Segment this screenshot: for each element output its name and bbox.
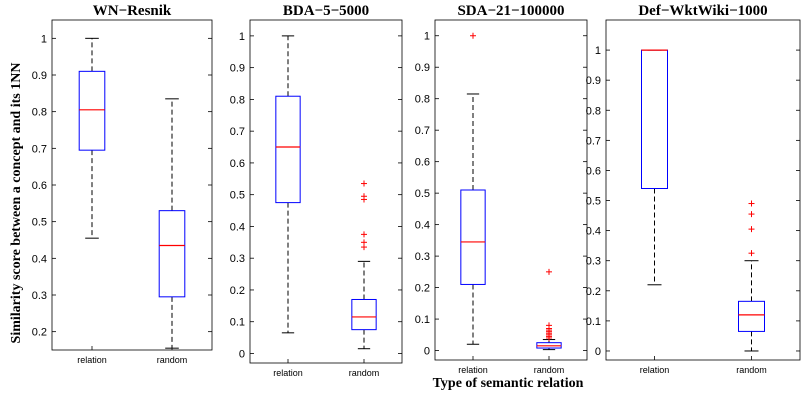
subplot-4: Def−WktWiki−1000 0 0.1 0.2 0.3 0.4 0.5 0.6 0.7 0.… xyxy=(586,3,801,375)
y-tick-label: 0.1 xyxy=(586,316,601,328)
outlier xyxy=(546,322,552,329)
y-tick-label: 1 xyxy=(41,33,47,45)
outlier xyxy=(361,239,367,246)
y-tick-label: 0 xyxy=(595,346,601,358)
box xyxy=(158,210,186,298)
subplot-panels: WN−Resnik 0.2 0.3 0.4 0.5 0.6 0.7 0.8 0.9 1 relati… xyxy=(32,3,801,378)
box xyxy=(641,49,668,189)
y-tick-label: 0.2 xyxy=(230,285,245,297)
y-tick-label: 0 xyxy=(239,348,245,360)
y-tick-label: 0.2 xyxy=(586,286,601,298)
axes-frame xyxy=(249,19,403,364)
x-tick-label: random xyxy=(157,355,188,365)
box xyxy=(460,189,486,285)
outlier xyxy=(546,268,552,275)
axes-frame xyxy=(434,19,588,361)
x-tick-label: random xyxy=(736,365,767,375)
x-tick-label: relation xyxy=(458,365,488,375)
y-tick-label: 0.6 xyxy=(32,180,47,192)
outlier xyxy=(361,193,367,200)
y-tick-label: 0.6 xyxy=(415,157,430,169)
outlier xyxy=(748,250,755,257)
box xyxy=(351,298,377,331)
y-tick-label: 0.8 xyxy=(230,94,245,106)
y-tick-label: 0.3 xyxy=(586,256,601,268)
subplot-title: Def−WktWiki−1000 xyxy=(638,3,767,19)
y-tick-label: 0.6 xyxy=(230,158,245,170)
x-tick-label: relation xyxy=(273,368,303,378)
y-tick-label: 0.9 xyxy=(586,75,601,87)
subplot-title: WN−Resnik xyxy=(93,3,172,19)
y-tick-label: 0.4 xyxy=(32,253,47,265)
outlier xyxy=(748,200,755,207)
box xyxy=(78,70,106,151)
x-tick-label: relation xyxy=(640,365,670,375)
x-axis-label: Type of semantic relation xyxy=(433,376,584,391)
subplot-1: WN−Resnik 0.2 0.3 0.4 0.5 0.6 0.7 0.8 0.9 1 relati… xyxy=(32,3,213,365)
y-tick-label: 0.3 xyxy=(415,251,430,263)
y-tick-label: 0.9 xyxy=(230,63,245,75)
x-tick-label: random xyxy=(349,368,380,378)
y-tick-label: 0 xyxy=(424,346,430,358)
y-tick-label: 1 xyxy=(424,31,430,43)
outlier xyxy=(361,180,367,187)
subplot-2: BDA−5−5000 0 0.1 0.2 0.3 0.4 0.5 0.6 0.7 0.8 0.9 1 r… xyxy=(230,3,403,378)
y-tick-label: 0.5 xyxy=(32,217,47,229)
y-tick-label: 0.3 xyxy=(230,253,245,265)
y-tick-label: 0.4 xyxy=(586,226,601,238)
x-tick-label: random xyxy=(534,365,565,375)
outlier xyxy=(361,231,367,238)
axes-frame xyxy=(605,19,801,361)
y-tick-label: 0.1 xyxy=(415,314,430,326)
y-tick-label: 0.8 xyxy=(586,105,601,117)
y-tick-label: 0.8 xyxy=(32,107,47,119)
axes-frame xyxy=(51,19,213,351)
y-axis-label: Similarity score between a concept and i… xyxy=(9,63,24,344)
x-tick-label: relation xyxy=(77,355,107,365)
y-tick-label: 0.9 xyxy=(415,62,430,74)
y-tick-label: 0.9 xyxy=(32,70,47,82)
subplot-title: SDA−21−100000 xyxy=(457,3,564,19)
box xyxy=(275,95,301,204)
y-tick-label: 1 xyxy=(239,31,245,43)
y-tick-label: 0.5 xyxy=(415,188,430,200)
outlier xyxy=(470,32,476,39)
y-tick-label: 0.5 xyxy=(230,190,245,202)
y-tick-label: 0.2 xyxy=(32,327,47,339)
y-tick-label: 1 xyxy=(595,45,601,57)
y-tick-label: 0.4 xyxy=(415,220,430,232)
box xyxy=(738,300,765,332)
y-tick-label: 0.1 xyxy=(230,317,245,329)
y-tick-label: 0.5 xyxy=(586,196,601,208)
y-tick-label: 0.8 xyxy=(415,94,430,106)
y-tick-label: 0.7 xyxy=(230,126,245,138)
y-tick-label: 0.7 xyxy=(32,143,47,155)
y-tick-label: 0.7 xyxy=(415,125,430,137)
subplot-3: SDA−21−100000 0 0.1 0.2 0.3 0.4 0.5 0.6 0.7 0.8 0.… xyxy=(415,3,588,375)
y-tick-label: 0.3 xyxy=(32,290,47,302)
outlier xyxy=(748,211,755,218)
y-tick-label: 0.6 xyxy=(586,165,601,177)
outlier xyxy=(748,226,755,233)
subplot-title: BDA−5−5000 xyxy=(283,3,369,19)
y-tick-label: 0.4 xyxy=(230,221,245,233)
y-tick-label: 0.7 xyxy=(586,135,601,147)
y-tick-label: 0.2 xyxy=(415,283,430,295)
